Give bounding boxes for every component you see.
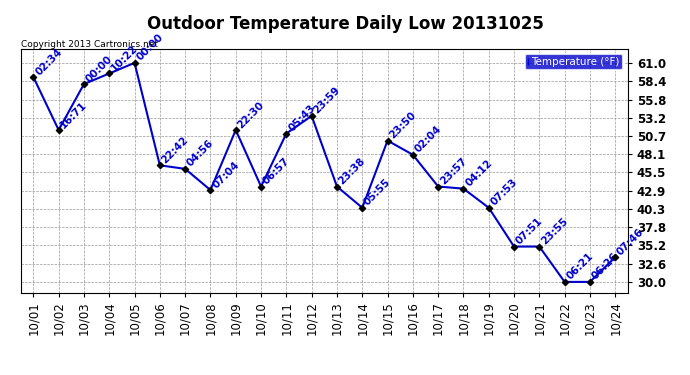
Text: 07:04: 07:04 [210,159,241,190]
Text: Copyright 2013 Cartronics.net: Copyright 2013 Cartronics.net [21,40,158,49]
Point [179,166,190,172]
Text: 23:50: 23:50 [388,110,418,141]
Point [281,130,292,136]
Point [559,279,570,285]
Text: 06:26: 06:26 [590,251,620,282]
Text: 02:34: 02:34 [33,46,64,77]
Text: 23:59: 23:59 [312,86,342,116]
Text: 23:57: 23:57 [438,156,469,186]
Point [534,244,545,250]
Text: 05:55: 05:55 [362,177,393,208]
Text: 22:42: 22:42 [160,135,190,165]
Legend: Temperature (°F): Temperature (°F) [525,54,622,70]
Text: Outdoor Temperature Daily Low 20131025: Outdoor Temperature Daily Low 20131025 [146,15,544,33]
Text: 05:43: 05:43 [286,103,317,134]
Text: 22:30: 22:30 [236,99,266,130]
Point [53,127,64,133]
Text: 04:56: 04:56 [185,138,216,169]
Text: 00:00: 00:00 [84,54,115,84]
Point [306,113,317,119]
Text: 04:12: 04:12 [464,158,494,189]
Point [79,81,90,87]
Point [28,74,39,80]
Text: 10:22: 10:22 [109,43,140,74]
Text: 00:00: 00:00 [135,32,165,63]
Text: 07:51: 07:51 [514,216,544,247]
Point [382,138,393,144]
Point [357,205,368,211]
Text: 06:57: 06:57 [261,156,292,186]
Point [129,60,140,66]
Point [104,70,115,76]
Text: 02:04: 02:04 [413,124,444,155]
Point [610,254,621,260]
Point [483,205,494,211]
Text: 06:21: 06:21 [564,251,595,282]
Point [331,183,342,189]
Point [205,187,216,193]
Point [155,162,166,168]
Text: 16:71: 16:71 [59,99,89,130]
Point [255,183,266,189]
Text: 23:55: 23:55 [540,216,570,247]
Point [230,127,241,133]
Point [584,279,595,285]
Text: 23:38: 23:38 [337,156,368,186]
Point [433,183,444,189]
Text: 07:46: 07:46 [615,226,646,257]
Point [509,244,520,250]
Text: 07:53: 07:53 [489,177,520,208]
Point [407,152,418,158]
Point [458,186,469,192]
